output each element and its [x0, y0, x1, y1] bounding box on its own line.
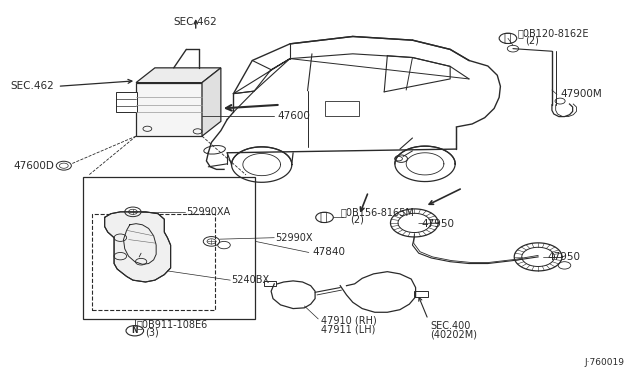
Bar	[136, 83, 202, 136]
Text: (3): (3)	[145, 328, 159, 338]
Bar	[324, 101, 359, 116]
Text: Ⓑ0B156-8165M: Ⓑ0B156-8165M	[340, 208, 414, 218]
Text: 47600D: 47600D	[13, 161, 54, 171]
Text: 47840: 47840	[312, 247, 345, 257]
Text: 5240BX: 5240BX	[232, 275, 269, 285]
Bar	[414, 291, 428, 297]
Text: Ⓑ: Ⓑ	[503, 32, 511, 45]
Text: 47950: 47950	[548, 252, 580, 262]
Bar	[116, 92, 137, 112]
Text: 52990XA: 52990XA	[186, 207, 230, 217]
Text: 47910 (RH): 47910 (RH)	[321, 316, 377, 326]
Text: 47900M: 47900M	[560, 89, 602, 99]
Polygon shape	[105, 212, 171, 282]
Bar	[264, 281, 276, 286]
Bar	[83, 177, 255, 319]
Text: 47911 (LH): 47911 (LH)	[321, 324, 376, 334]
Text: 47600: 47600	[277, 111, 310, 121]
Text: 52990X: 52990X	[275, 233, 313, 243]
Text: Ⓑ: Ⓑ	[319, 211, 327, 224]
Text: J·760019: J·760019	[585, 358, 625, 367]
Polygon shape	[136, 68, 221, 83]
Polygon shape	[202, 68, 221, 136]
Text: Ⓑ0B120-8162E: Ⓑ0B120-8162E	[518, 28, 589, 38]
Text: (2): (2)	[349, 215, 364, 225]
Text: N: N	[132, 326, 138, 335]
Text: SEC.400: SEC.400	[430, 321, 470, 331]
Text: SEC.462: SEC.462	[11, 81, 54, 91]
Text: SEC.462: SEC.462	[174, 17, 218, 27]
Bar	[92, 214, 214, 310]
Text: 47950: 47950	[422, 219, 455, 229]
Text: ⓝ0B911-108E6: ⓝ0B911-108E6	[136, 320, 207, 330]
Text: (40202M): (40202M)	[430, 329, 477, 339]
Text: (2): (2)	[525, 36, 540, 46]
